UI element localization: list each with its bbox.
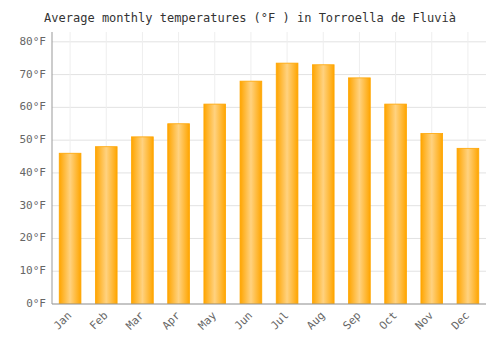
grid-line-y	[52, 41, 486, 42]
x-tick-label: Sep	[340, 309, 363, 332]
y-tick-label: 0°F	[26, 297, 46, 310]
y-axis-line	[52, 32, 53, 304]
y-tick-label: 60°F	[20, 100, 47, 113]
title: Average monthly temperatures (°F ) in To…	[44, 11, 456, 25]
chart: 0°F 10°F 20°F 30°F 40°F 50°F 60°F 70°F 80°F Jan Fe…	[0, 0, 500, 350]
x-axis-line	[52, 304, 486, 305]
bar	[385, 104, 407, 304]
y-tick-label: 20°F	[20, 231, 47, 244]
chart-container: 0°F 10°F 20°F 30°F 40°F 50°F 60°F 70°F 80°F Jan Fe…	[0, 0, 500, 350]
bar	[132, 137, 154, 304]
x-tick-label: Jul	[268, 309, 291, 332]
bar	[276, 63, 298, 304]
y-tick-label: 30°F	[20, 199, 47, 212]
bar	[312, 65, 334, 304]
x-tick-label: Apr	[160, 309, 184, 333]
bar	[59, 153, 81, 304]
grid-line-y	[52, 74, 486, 75]
x-tick-label: Feb	[87, 309, 110, 332]
x-tick-label: Oct	[377, 309, 400, 332]
x-tick-label: May	[196, 309, 220, 333]
y-tick-label: 40°F	[20, 166, 47, 179]
bar	[240, 81, 262, 304]
bar	[349, 78, 371, 304]
x-tick-label: Aug	[304, 309, 327, 332]
bar	[95, 147, 117, 304]
y-tick-label: 10°F	[20, 264, 47, 277]
bar	[204, 104, 226, 304]
x-tick-label: Dec	[449, 309, 472, 332]
x-tick-label: Mar	[123, 309, 147, 333]
x-axis: Jan Feb Mar Apr May Jun Jul Aug Sep Oct Nov Dec	[51, 309, 472, 333]
bars	[59, 63, 479, 304]
x-tick-label: Nov	[413, 309, 437, 333]
grid-line-y	[52, 107, 486, 108]
bar	[457, 148, 479, 304]
grid-line-y	[52, 304, 486, 305]
y-axis: 0°F 10°F 20°F 30°F 40°F 50°F 60°F 70°F 80°F	[20, 35, 47, 310]
y-tick-label: 50°F	[20, 133, 47, 146]
grid	[52, 32, 486, 304]
bar	[168, 124, 190, 304]
y-tick-label: 70°F	[20, 68, 47, 81]
x-tick-label: Jun	[232, 309, 255, 332]
bar	[421, 134, 443, 304]
y-tick-label: 80°F	[20, 35, 47, 48]
x-tick-label: Jan	[51, 309, 74, 332]
